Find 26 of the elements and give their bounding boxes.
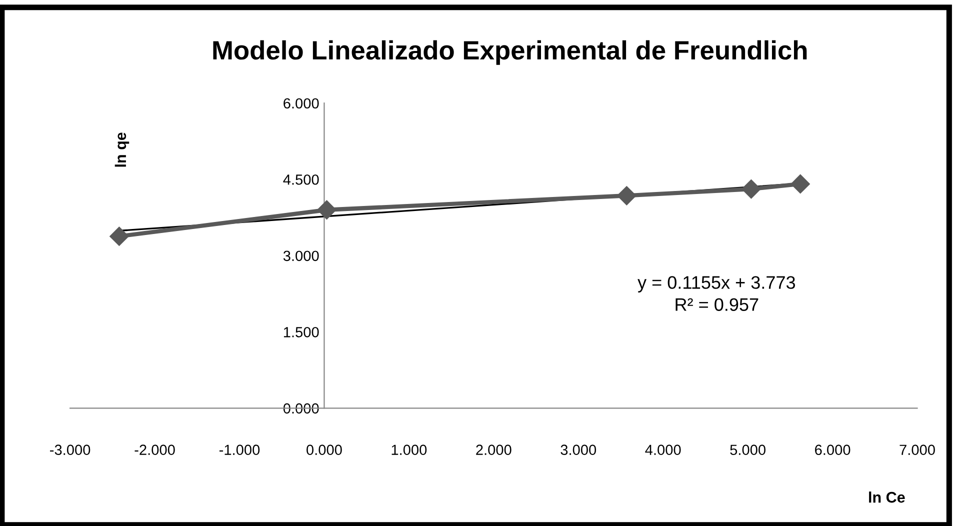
point — [742, 179, 761, 199]
y-axis-title: ln qe — [114, 132, 130, 167]
x-tick-label: 3.000 — [560, 444, 596, 455]
annotation: R² = 0.957 — [676, 298, 758, 311]
y-tick-label: 6.000 — [284, 98, 319, 109]
x-tick-label: 2.000 — [476, 444, 512, 455]
point — [317, 200, 336, 220]
x-tick-label: 5.000 — [730, 444, 766, 455]
x-tick-label: -1.000 — [219, 444, 260, 455]
x-tick-label: -3.000 — [50, 444, 90, 455]
x-tick-label: 0.000 — [306, 444, 342, 455]
y-tick-label: 4.500 — [283, 174, 319, 185]
y-tick-label: 3.000 — [283, 250, 319, 262]
x-tick-label: -2.000 — [134, 444, 175, 455]
x-tick-label: 7.000 — [900, 444, 935, 455]
x-tick-label: 6.000 — [815, 444, 850, 455]
point — [110, 226, 129, 246]
x-tick-label: 4.000 — [645, 444, 681, 455]
annotation: y = 0.1155x + 3.773 — [638, 276, 796, 292]
point — [790, 174, 810, 194]
x-axis-title: ln Ce — [869, 492, 905, 503]
y-tick-label: 1.500 — [284, 327, 319, 338]
point — [617, 186, 636, 206]
y-tick-label: 0.000 — [283, 403, 319, 414]
chart-title: Modelo Linealizado Experimental de Freundlich — [213, 40, 807, 65]
x-tick-label: 1.000 — [392, 444, 427, 455]
